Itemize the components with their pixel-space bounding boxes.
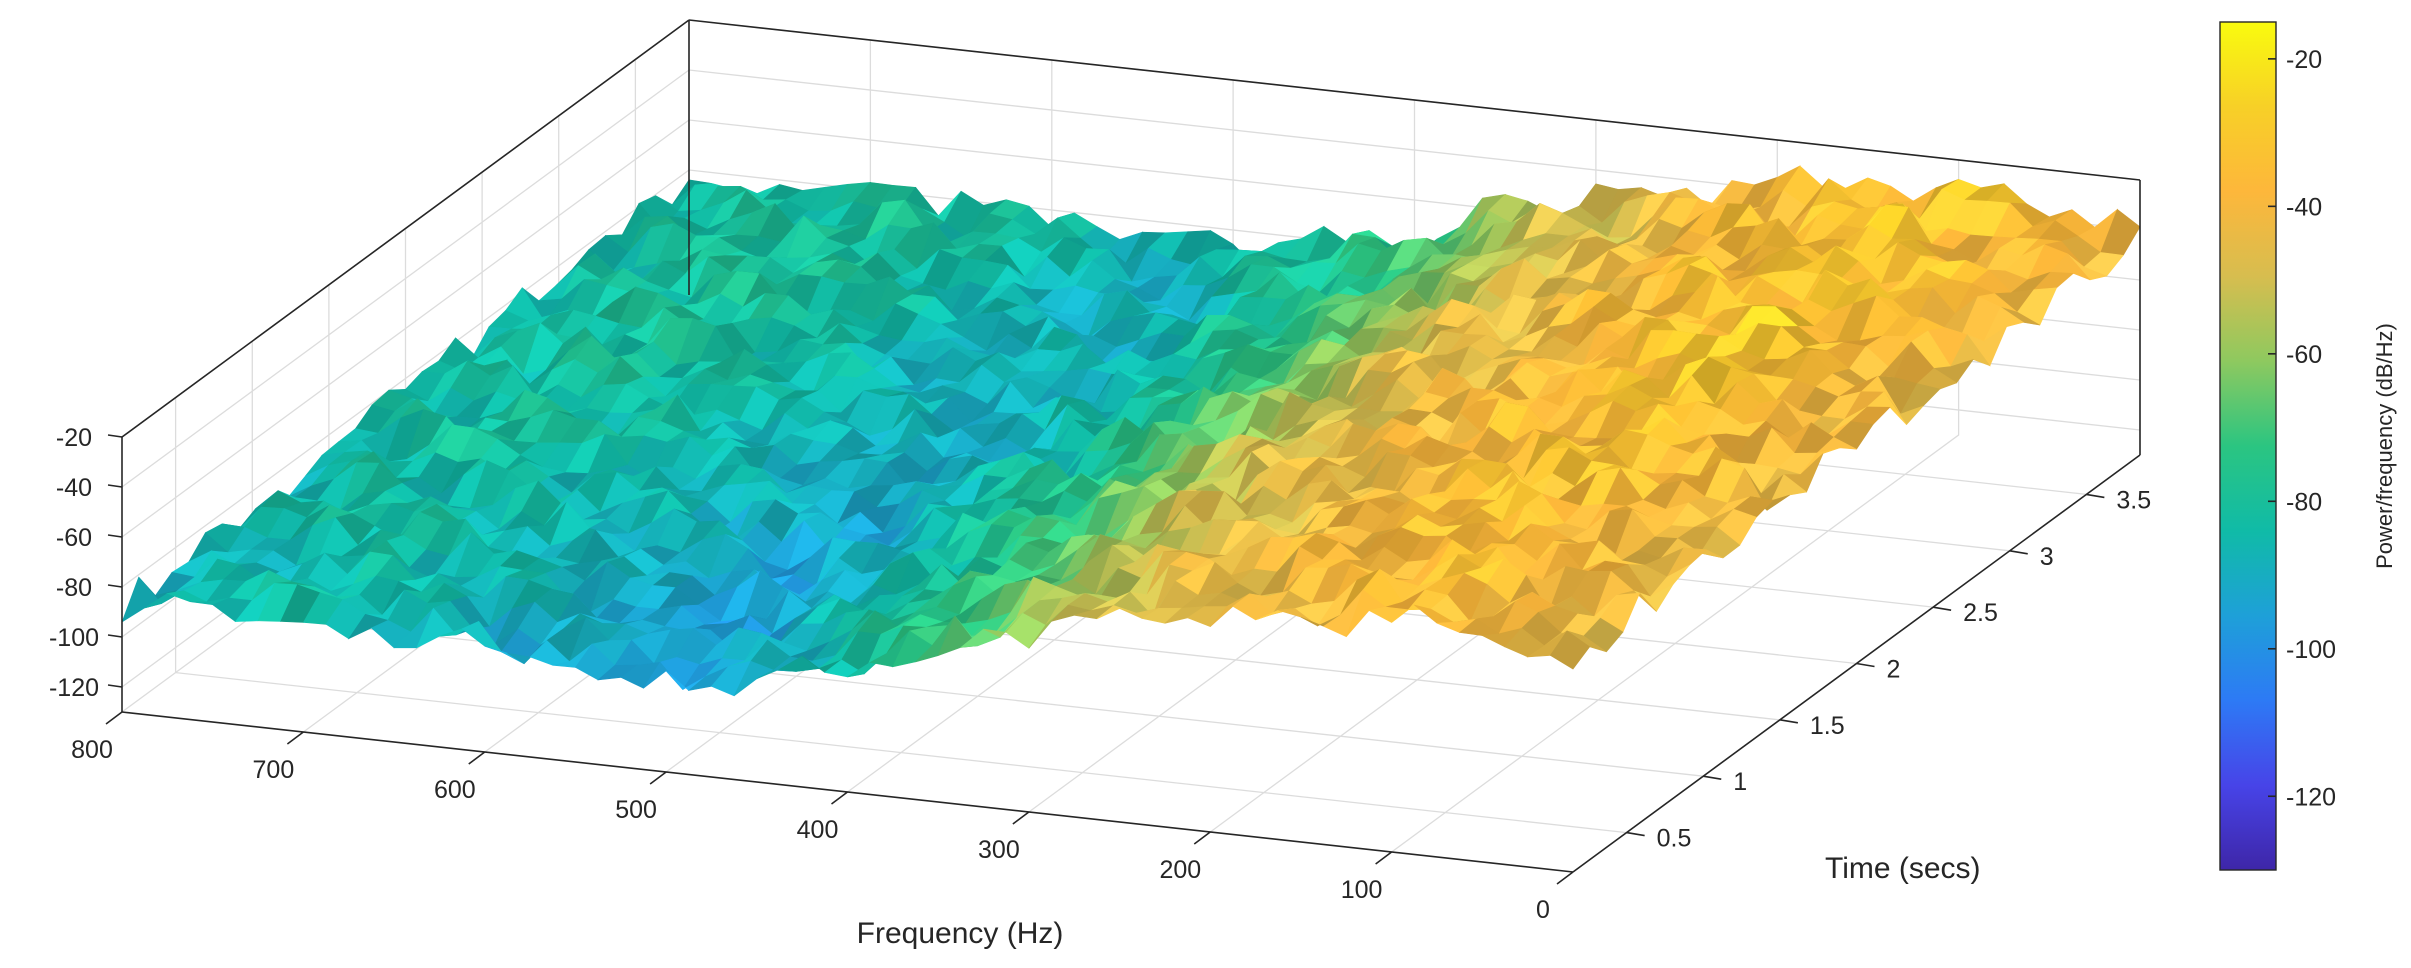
x-tick-label: 500 <box>615 796 657 824</box>
z-tick-mark <box>107 584 123 588</box>
z-tick-label: -60 <box>56 524 92 552</box>
surface-patch <box>1549 630 1591 670</box>
x-tick-label: 200 <box>1159 856 1201 884</box>
x-tick-mark <box>649 771 667 785</box>
box-edge-back-top <box>688 19 2141 181</box>
y-tick-label: 0.5 <box>1657 825 1692 853</box>
x-tick-label: 700 <box>253 756 295 784</box>
z-tick-mark <box>107 434 123 438</box>
x-tick-mark <box>468 751 486 765</box>
y-tick-label: 3.5 <box>2116 486 2151 514</box>
y-tick-label: 2.5 <box>1963 599 1998 627</box>
z-tick-label: -100 <box>49 624 99 652</box>
z-tick-mark <box>107 684 123 688</box>
y-tick-label: 3 <box>2040 543 2054 571</box>
colorbar-tick-label: -100 <box>2286 636 2336 664</box>
z-tick-label: -80 <box>56 574 92 602</box>
y-axis-label: Time (secs) <box>1825 852 1981 885</box>
z-tick-mark <box>107 484 123 488</box>
x-tick-mark <box>1193 831 1211 845</box>
y-tick-mark <box>1626 831 1645 837</box>
surface-patch <box>121 576 162 623</box>
colorbar-tick-label: -80 <box>2286 488 2322 516</box>
x-tick-label: 600 <box>434 776 476 804</box>
z-tick-mark <box>107 534 123 538</box>
x-tick-mark <box>286 731 304 745</box>
x-tick-mark <box>831 791 848 805</box>
x-axis-label: Frequency (Hz) <box>857 917 1064 950</box>
z-tick-label: -20 <box>56 424 92 452</box>
x-tick-label: 0 <box>1536 896 1550 924</box>
x-tick-label: 100 <box>1341 876 1383 904</box>
z-tick-label: -120 <box>49 674 99 702</box>
colorbar-gradient <box>2219 21 2277 871</box>
colorbar-tick-label: -20 <box>2286 46 2322 74</box>
y-tick-mark <box>2086 493 2105 499</box>
surface-plot <box>121 165 2141 697</box>
x-tick-label: 300 <box>978 836 1020 864</box>
y-tick-mark <box>1856 662 1875 668</box>
y-tick-label: 2 <box>1887 656 1901 684</box>
x-tick-mark <box>1012 811 1030 825</box>
y-tick-label: 1 <box>1733 768 1747 796</box>
colorbar-tick-label: -40 <box>2286 193 2322 221</box>
y-tick-label: 1.5 <box>1810 712 1845 740</box>
z-tick-label: -40 <box>56 474 92 502</box>
colorbar-tick-label: -120 <box>2286 783 2336 811</box>
y-tick-mark <box>1703 775 1722 780</box>
axis-ticks: 0 100 200 300 400 500 600 700 800 0.5 1 1.5 2 2.5 3 3.5… <box>49 424 2151 924</box>
x-tick-label: 800 <box>71 736 113 764</box>
z-tick-mark <box>107 634 123 638</box>
colorbar-ticks: -20 -40 -60 -80 -100 -120 <box>2268 46 2336 811</box>
x-tick-mark <box>105 711 123 725</box>
grid-line-time <box>174 397 1627 834</box>
colorbar: -20 -40 -60 -80 -100 -120 Power/frequency (dB… <box>2219 21 2397 871</box>
y-tick-mark <box>1932 606 1952 611</box>
x-tick-mark <box>1375 851 1393 865</box>
colorbar-tick-label: -60 <box>2286 341 2322 369</box>
x-tick-label: 400 <box>797 816 839 844</box>
box-edge-left-top <box>121 19 690 438</box>
surface-patch <box>1368 606 1410 623</box>
y-tick-mark <box>2009 550 2028 555</box>
x-tick-mark <box>1556 871 1574 885</box>
colorbar-label: Power/frequency (dB/Hz) <box>2372 323 2397 569</box>
y-tick-mark <box>1779 719 1799 724</box>
